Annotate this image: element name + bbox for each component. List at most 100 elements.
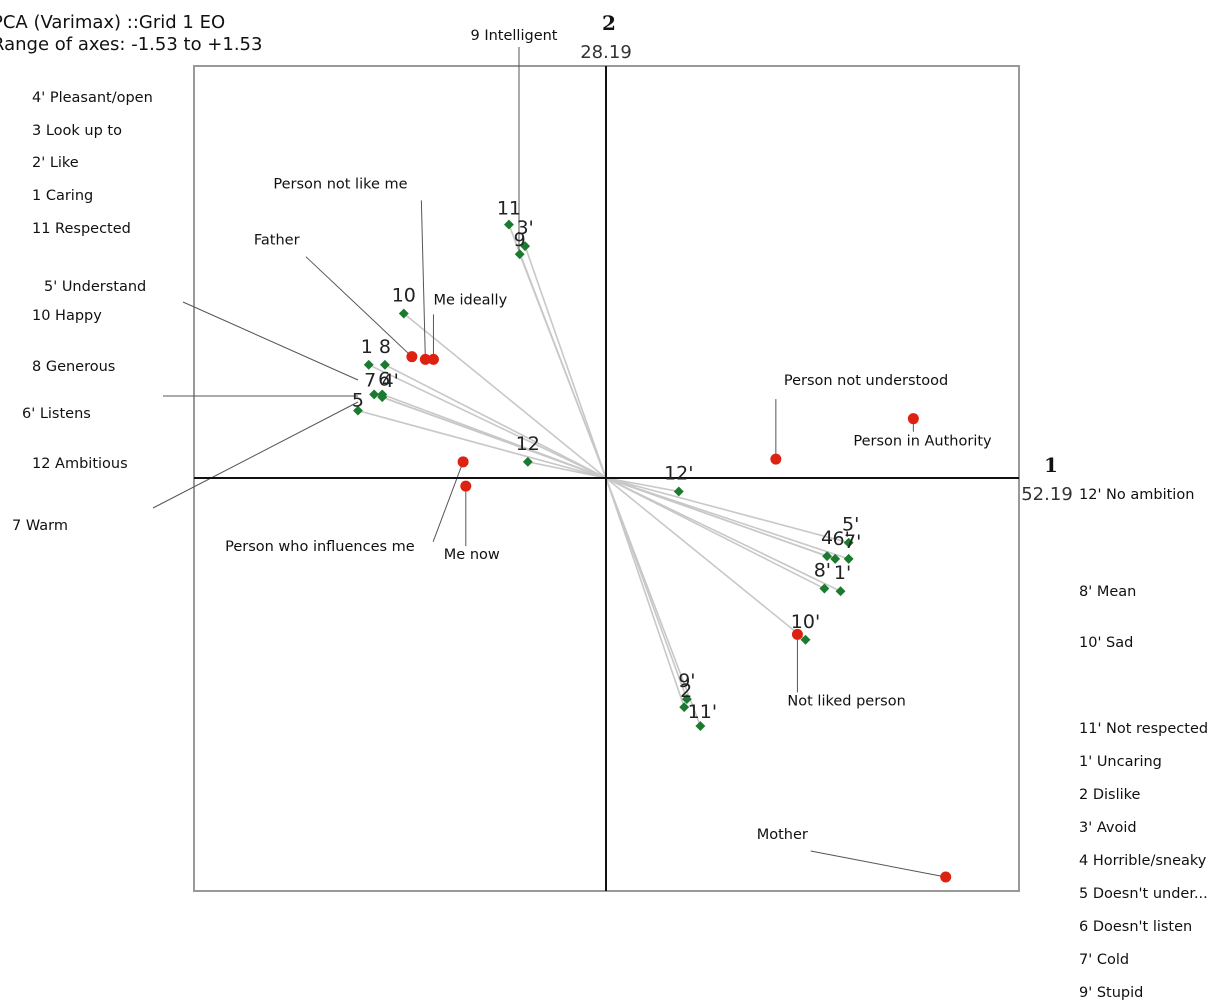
element-label-me-now: Me now [444,547,500,563]
pole-label-right-7-prime-cold: 7' Cold [1079,952,1129,968]
pole-label-left-5-prime-understand: 5' Understand [44,279,146,295]
construct-point-5-prime [843,537,854,548]
pole-label-left-6-prime-listens: 6' Listens [22,406,91,422]
construct-vector-3-prime [524,245,607,479]
construct-vector-2 [605,477,685,708]
element-point-me-now [460,480,472,492]
element-point-person-who-influences-me [457,456,469,468]
construct-label-12-prime: 12' [664,462,693,484]
construct-point-1-prime [835,586,846,597]
element-point-not-liked-person [791,628,803,640]
construct-point-10 [398,308,409,319]
pole-leader-5-prime [182,301,359,381]
construct-vector-11-prime [605,477,702,727]
construct-vector-5-prime [605,477,849,544]
pole-label-right-4-horrible-sneaky: 4 Horrible/sneaky [1079,853,1207,869]
construct-label-4-prime: 4' [382,370,399,392]
y-axis-variance: 28.19 [580,42,632,63]
element-points [406,351,952,883]
construct-label-11-prime: 11' [688,701,717,723]
pole-label-left-8-generous: 8 Generous [32,359,115,375]
construct-vector-10 [403,312,607,479]
element-label-not-liked-person: Not liked person [787,693,905,709]
pole-label-left-11-respected: 11 Respected [32,221,131,237]
construct-vector-12-prime [605,477,679,493]
construct-point-8 [379,359,390,370]
element-point-father [406,351,418,363]
element-leader-father [305,256,413,358]
construct-vector-8 [384,364,607,479]
construct-point-10-prime [800,634,811,645]
construct-label-5: 5 [352,390,364,412]
construct-point-3-prime [520,241,531,252]
element-label-me-ideally: Me ideally [433,292,507,308]
element-label-father: Father [254,233,300,249]
construct-vector-9 [518,253,607,479]
pole-label-right-5-doesn-primet-under: 5 Doesn't under... [1079,886,1208,902]
construct-point-2 [679,702,690,713]
element-labels: Father Person not like me Me ideally Person… [225,176,992,843]
pole-label-left-2-prime-like: 2' Like [32,155,79,171]
construct-point-4-prime [377,392,388,403]
pole-label-right-12-prime-no-ambition: 12' No ambition [1079,487,1194,503]
construct-label-3-prime: 3' [516,217,533,239]
construct-label-10: 10 [392,285,416,307]
construct-point-12 [522,456,533,467]
pole-label-right-8-prime-mean: 8' Mean [1079,584,1136,600]
construct-point-9 [514,249,525,260]
construct-label-8: 8 [379,336,391,358]
x-axis-name: 1 [1044,453,1058,477]
construct-label-6: 6 [378,368,390,390]
pole-label-right-10-prime-sad: 10' Sad [1079,635,1133,651]
construct-vector-7-prime [605,477,849,560]
element-point-mother [940,871,952,883]
construct-vectors [357,224,849,727]
construct-vector-12 [527,461,607,479]
element-point-person-in-authority [907,413,919,425]
construct-label-9: 9 [514,229,526,251]
construct-label-11: 11 [497,198,521,220]
pole-label-left-10-happy: 10 Happy [32,308,102,324]
pole-label-right-2-dislike: 2 Dislike [1079,787,1141,803]
pole-leader-7 [152,401,359,509]
construct-label-7: 7 [364,369,376,391]
label-leader-lines [152,47,946,878]
element-label-person-not-like-me: Person not like me [273,176,407,192]
element-label-mother: Mother [757,827,808,843]
element-label-person-in-authority: Person in Authority [853,434,992,450]
construct-point-4 [822,551,833,562]
pole-label-right-3-prime-avoid: 3' Avoid [1079,820,1137,836]
construct-label-10-prime: 10' [791,611,820,633]
element-label-person-not-understood: Person not understood [784,373,948,389]
construct-points [353,219,854,731]
left-pole-labels: 4' Pleasant/open 3 Look up to 2' Like 1 Car… [12,90,153,534]
chart-title-line-2: Range of axes: -1.53 to +1.53 [0,34,262,55]
x-axis-variance: 52.19 [1021,484,1073,505]
construct-label-8-prime: 8' [814,560,831,582]
construct-point-7 [369,389,380,400]
construct-label-12: 12 [516,433,540,455]
construct-vector-4-prime [381,396,607,479]
construct-label-5-prime: 5' [842,514,859,536]
element-label-person-who-influences-me: Person who influences me [225,539,415,555]
construct-label-7-prime: 7' [844,531,861,553]
element-point-me-ideally [427,353,439,365]
element-leader-person-who-influences-me [432,461,464,542]
construct-vector-5 [357,409,607,479]
construct-point-12-prime [673,486,684,497]
construct-point-9-prime [681,694,692,705]
pole-label-right-6-doesn-primet-listen: 6 Doesn't listen [1079,919,1192,935]
pole-label-left-12-ambitious: 12 Ambitious [32,456,128,472]
construct-vector-1-prime [605,477,841,592]
construct-point-6-prime [830,553,841,564]
pole-label-left-3-look-up-to: 3 Look up to [32,123,122,139]
construct-label-2: 2 [680,680,692,702]
construct-number-labels: 1 87 64' 5 10 113'9 12 12' 4 6'7'5' 8' 1' 10' 9'211' [352,198,861,723]
construct-label-4: 4 [821,527,833,549]
construct-point-7-prime [843,553,854,564]
element-leader-mother [810,850,946,878]
pole-label-right-1-prime-uncaring: 1' Uncaring [1079,754,1162,770]
construct-point-8-prime [819,583,830,594]
pole-label-left-1-caring: 1 Caring [32,188,93,204]
construct-vector-1 [368,364,607,479]
